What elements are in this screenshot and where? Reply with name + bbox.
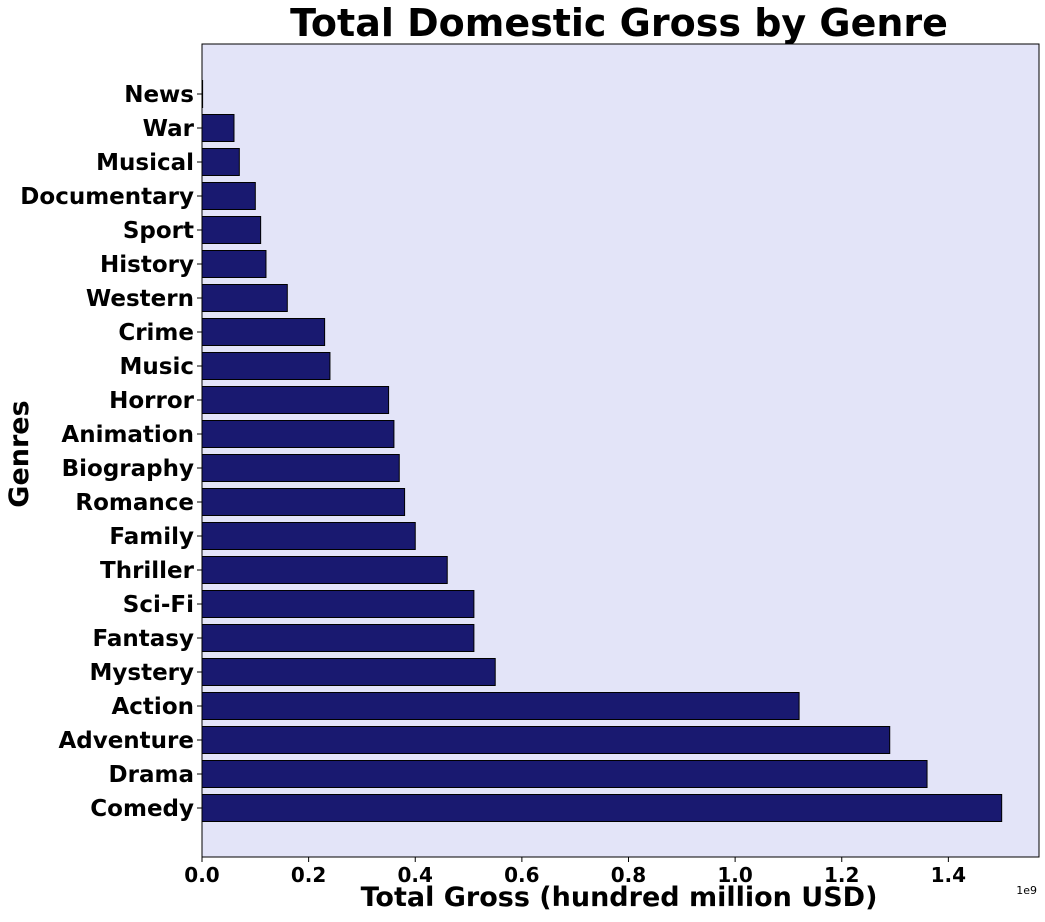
y-tick-label: Western bbox=[86, 286, 194, 312]
y-tick-label: Musical bbox=[96, 150, 194, 176]
y-tick-label: Horror bbox=[109, 388, 195, 414]
x-tick-label: 0.0 bbox=[184, 863, 219, 887]
x-tick-label: 0.2 bbox=[291, 863, 326, 887]
bar-musical bbox=[201, 148, 240, 176]
y-tick-label: War bbox=[143, 116, 195, 142]
bar-biography bbox=[201, 454, 400, 482]
bar-horror bbox=[201, 386, 390, 414]
y-tick-label: Music bbox=[120, 354, 194, 380]
bar-fantasy bbox=[201, 624, 475, 652]
x-tick-label: 1.2 bbox=[824, 863, 859, 887]
y-tick-label: Action bbox=[112, 694, 195, 720]
x-axis-offset-label: 1e9 bbox=[1016, 884, 1037, 897]
y-tick-label: News bbox=[124, 82, 194, 108]
bar-mystery bbox=[201, 658, 496, 686]
bar-animation bbox=[201, 420, 395, 448]
plot-area bbox=[201, 43, 1040, 858]
x-tick-label: 0.4 bbox=[398, 863, 433, 887]
bar-thriller bbox=[201, 556, 448, 584]
x-axis-label: Total Gross (hundred million USD) bbox=[361, 882, 878, 913]
bar-comedy bbox=[201, 794, 1003, 822]
bars-layer bbox=[201, 80, 1003, 822]
bar-sci-fi bbox=[201, 590, 475, 618]
y-tick-label: Sci-Fi bbox=[123, 592, 194, 618]
y-tick-label: Animation bbox=[61, 422, 194, 448]
bar-crime bbox=[201, 318, 326, 346]
y-tick-label: Crime bbox=[118, 320, 194, 346]
bar-war bbox=[201, 114, 235, 142]
bar-family bbox=[201, 522, 416, 550]
x-tick-label: 1.0 bbox=[717, 863, 752, 887]
bar-adventure bbox=[201, 726, 891, 754]
chart-title: Total Domestic Gross by Genre bbox=[290, 1, 948, 45]
y-axis-ticks: Comedy Drama Adventure Action Mystery Fantasy… bbox=[20, 82, 202, 822]
bar-romance bbox=[201, 488, 406, 516]
y-tick-label: Adventure bbox=[58, 728, 194, 754]
bar-music bbox=[201, 352, 331, 380]
x-tick-label: 0.8 bbox=[611, 863, 646, 887]
bar-drama bbox=[201, 760, 928, 788]
y-tick-label: Sport bbox=[123, 218, 194, 244]
y-tick-label: Romance bbox=[75, 490, 194, 516]
y-axis-label: Genres bbox=[4, 400, 35, 507]
x-tick-label: 1.4 bbox=[931, 863, 966, 887]
x-tick-label: 0.6 bbox=[504, 863, 539, 887]
bar-sport bbox=[201, 216, 262, 244]
y-tick-label: Thriller bbox=[100, 558, 195, 584]
y-tick-label: History bbox=[100, 252, 194, 278]
bar-action bbox=[201, 692, 800, 720]
bar-documentary bbox=[201, 182, 256, 210]
bar-news bbox=[201, 80, 204, 108]
x-axis-ticks: 0.0 0.2 0.4 0.6 0.8 1.0 1.2 1.4 bbox=[184, 857, 966, 887]
y-tick-label: Documentary bbox=[20, 184, 194, 210]
y-tick-label: Fantasy bbox=[93, 626, 194, 652]
y-tick-label: Mystery bbox=[90, 660, 195, 686]
y-tick-label: Family bbox=[109, 524, 194, 550]
bar-western bbox=[201, 284, 288, 312]
y-tick-label: Comedy bbox=[90, 796, 194, 822]
bar-history bbox=[201, 250, 267, 278]
y-tick-label: Biography bbox=[62, 456, 194, 482]
y-tick-label: Drama bbox=[109, 762, 194, 788]
